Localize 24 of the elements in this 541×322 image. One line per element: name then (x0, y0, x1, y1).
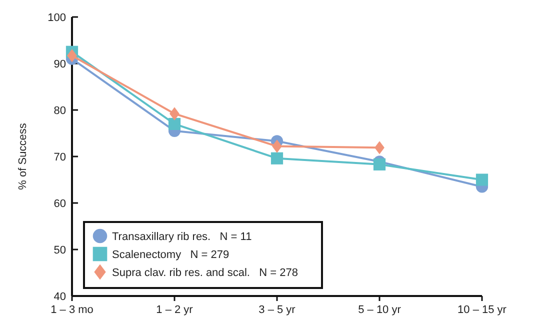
point (67, 48, 77, 62)
x-tick-label: 5 – 10 yr (358, 304, 402, 316)
legend-label: Transaxillary rib res. N = 11 (112, 230, 252, 243)
legend-label: Scalenectomy N = 279 (112, 248, 230, 261)
y-tick-label: 90 (54, 58, 66, 70)
y-tick-label: 80 (54, 104, 66, 117)
point (272, 140, 282, 153)
y-axis-title: % of Success (17, 122, 29, 190)
y-tick-label: 60 (54, 198, 66, 210)
y-tick-label: 70 (54, 151, 66, 164)
x-tick-label: 10 – 15 yr (458, 304, 507, 316)
y-tick-label: 50 (54, 244, 66, 256)
y-tick-label: 100 (48, 12, 66, 24)
point (270, 152, 284, 164)
x-tick-label: 1 – 2 yr (156, 304, 194, 316)
y-tick-label: 40 (54, 290, 66, 303)
point (373, 158, 386, 170)
point (374, 141, 384, 154)
legend-label: Supra clav. rib res. and scal. N = 278 (112, 266, 298, 279)
x-tick-label: 1 – 3 mo (50, 304, 94, 316)
point (170, 107, 180, 120)
point (168, 118, 181, 130)
x-tick-label: 3 – 5 yr (258, 304, 296, 316)
point (476, 174, 488, 186)
